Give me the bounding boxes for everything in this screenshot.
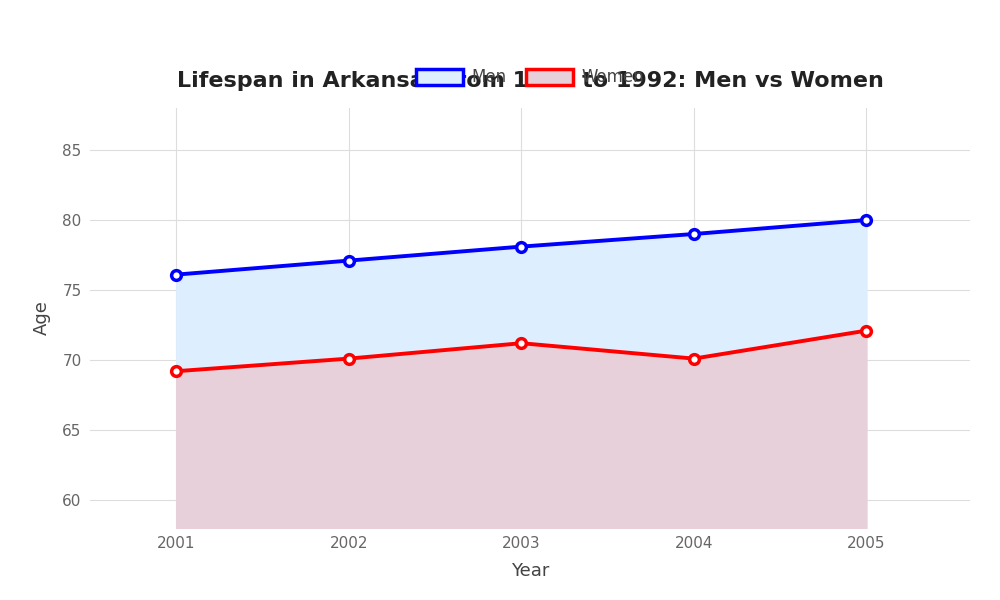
Y-axis label: Age: Age (33, 301, 51, 335)
Title: Lifespan in Arkansas from 1962 to 1992: Men vs Women: Lifespan in Arkansas from 1962 to 1992: … (177, 71, 883, 91)
Legend: Men, Women: Men, Women (409, 62, 651, 93)
X-axis label: Year: Year (511, 562, 549, 580)
